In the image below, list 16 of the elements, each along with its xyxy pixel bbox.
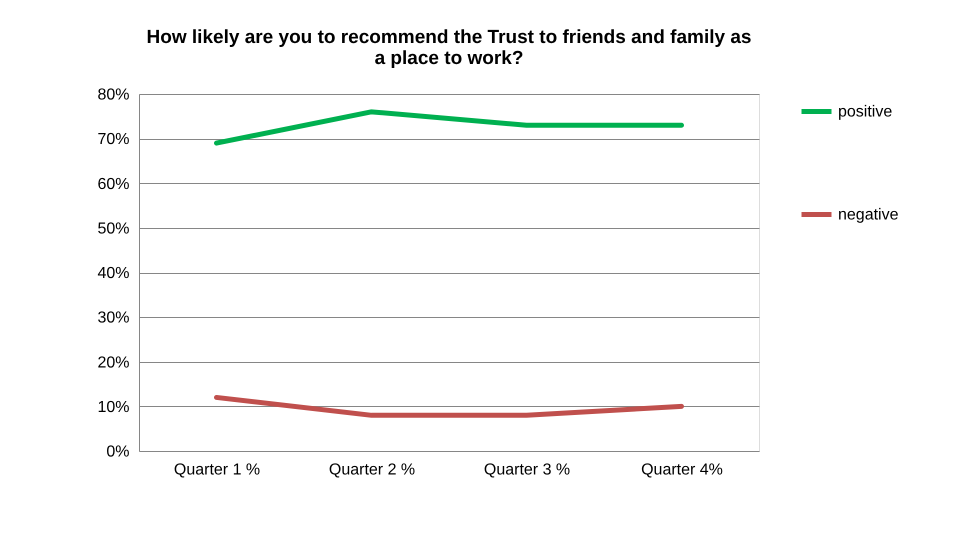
- legend-label: negative: [838, 206, 899, 224]
- y-tick-label: 50%: [97, 220, 130, 238]
- x-tick-label: Quarter 2 %: [328, 462, 416, 478]
- legend-label: positive: [838, 104, 892, 120]
- y-tick-label: 80%: [97, 86, 130, 104]
- x-tick-label: Quarter 4%: [641, 462, 723, 478]
- y-tick-label: 60%: [97, 176, 130, 193]
- y-tick-label: 30%: [97, 310, 130, 327]
- x-tick-label: Quarter 1 %: [174, 462, 260, 478]
- x-tick-label: Quarter 3 %: [484, 462, 570, 478]
- y-tick-label: 40%: [97, 265, 130, 282]
- y-tick-label: 0%: [106, 444, 130, 460]
- chart-title: How likely are you to recommend the Trust to friends and family as a place to work?: [146, 27, 752, 69]
- y-tick-label: 20%: [97, 354, 130, 372]
- y-tick-label: 70%: [97, 131, 130, 148]
- y-tick-label: 10%: [97, 398, 130, 416]
